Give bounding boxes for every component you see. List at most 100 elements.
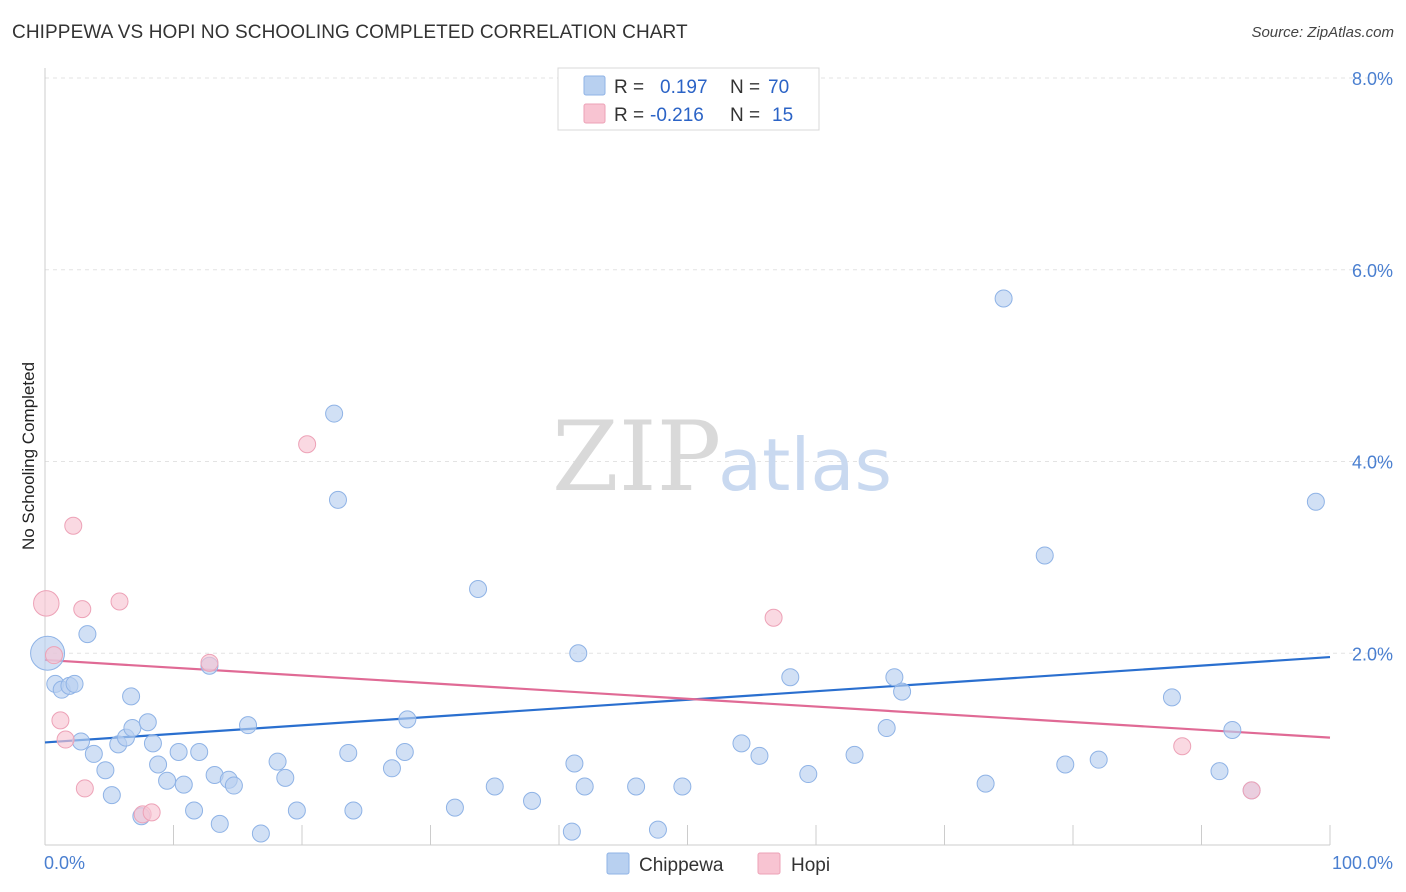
chippewa-r-label: R = xyxy=(614,77,644,98)
legend-swatch-chippewa xyxy=(606,852,630,875)
chippewa-point-69 xyxy=(627,777,646,796)
hopi-point-13 xyxy=(1173,737,1192,756)
chippewa-point-35 xyxy=(339,743,358,762)
series-legend: Chippewa Hopi xyxy=(606,852,830,876)
chippewa-point-32 xyxy=(287,801,306,820)
chippewa-point-8 xyxy=(96,761,115,780)
legend-swatch-hopi xyxy=(757,852,781,875)
hopi-n-value: 15 xyxy=(772,105,793,126)
chippewa-point-31 xyxy=(276,768,295,787)
chippewa-point-53 xyxy=(781,668,800,687)
chippewa-point-25 xyxy=(210,814,229,833)
hopi-point-12 xyxy=(764,608,783,627)
chippewa-n-value: 70 xyxy=(768,77,789,98)
chart-title: CHIPPEWA VS HOPI NO SCHOOLING COMPLETED … xyxy=(12,22,688,43)
watermark-zip: ZIP xyxy=(552,401,721,513)
chippewa-point-18 xyxy=(158,771,177,790)
chippewa-point-12 xyxy=(123,719,142,738)
hopi-trend-line xyxy=(44,658,1331,739)
chippewa-point-55 xyxy=(845,745,864,764)
chippewa-point-62 xyxy=(1056,755,1075,774)
hopi-point-3 xyxy=(56,730,75,749)
legend-label-hopi: Hopi xyxy=(791,855,830,876)
chippewa-point-9 xyxy=(102,786,121,805)
hopi-point-5 xyxy=(73,600,92,619)
chippewa-point-49 xyxy=(673,777,692,796)
hopi-legend-swatch xyxy=(583,103,606,124)
x-tick-label-1: 100.0% xyxy=(1332,853,1393,873)
chippewa-legend-swatch xyxy=(583,75,606,96)
x-tick-labels: 0.0% 100.0% xyxy=(44,853,1393,873)
chippewa-point-56 xyxy=(877,719,896,738)
hopi-point-7 xyxy=(110,592,129,611)
chippewa-point-57 xyxy=(885,668,904,687)
chippewa-point-39 xyxy=(398,710,417,729)
chippewa-point-42 xyxy=(485,777,504,796)
chippewa-point-37 xyxy=(382,759,401,778)
chippewa-point-16 xyxy=(143,734,162,753)
y-tick-labels: 2.0% 4.0% 6.0% 8.0% xyxy=(1352,69,1393,664)
source-credit: Source: ZipAtlas.com xyxy=(1251,24,1394,41)
chippewa-point-27 xyxy=(224,776,243,795)
y-tick-label-3: 8.0% xyxy=(1352,69,1393,89)
chippewa-n-label: N = xyxy=(730,77,760,98)
y-tick-label-1: 4.0% xyxy=(1352,453,1393,473)
watermark-atlas: atlas xyxy=(718,423,892,507)
chippewa-point-59 xyxy=(976,774,995,793)
hopi-point-10 xyxy=(200,653,219,672)
chippewa-point-43 xyxy=(523,791,542,810)
y-tick-label-2: 6.0% xyxy=(1352,261,1393,281)
chippewa-point-65 xyxy=(1210,762,1229,781)
chippewa-point-13 xyxy=(122,687,141,706)
chippewa-point-45 xyxy=(565,754,584,773)
legend-label-chippewa: Chippewa xyxy=(639,855,724,876)
chippewa-point-7 xyxy=(84,744,103,763)
watermark: ZIP atlas xyxy=(552,401,892,513)
y-axis-title: No Schooling Completed xyxy=(19,362,38,550)
hopi-point-0 xyxy=(33,590,60,617)
chippewa-point-29 xyxy=(251,824,270,843)
trend-lines xyxy=(44,655,1331,744)
chippewa-point-4 xyxy=(65,674,84,693)
chippewa-point-66 xyxy=(1223,720,1242,739)
chippewa-point-22 xyxy=(190,743,209,762)
chippewa-point-15 xyxy=(138,713,157,732)
hopi-points xyxy=(33,435,1261,824)
chippewa-point-52 xyxy=(750,746,769,765)
chippewa-point-64 xyxy=(1162,688,1181,707)
chippewa-point-60 xyxy=(994,289,1013,308)
chippewa-point-19 xyxy=(169,743,188,762)
hopi-point-14 xyxy=(1242,781,1261,800)
chippewa-r-value: 0.197 xyxy=(660,77,708,98)
chippewa-point-28 xyxy=(239,716,258,735)
hopi-point-6 xyxy=(75,779,94,798)
hopi-point-9 xyxy=(142,803,161,822)
chippewa-point-36 xyxy=(344,801,363,820)
x-tick-label-0: 0.0% xyxy=(44,853,85,873)
chippewa-point-61 xyxy=(1035,546,1054,565)
chippewa-point-34 xyxy=(328,490,347,509)
chippewa-point-68 xyxy=(1306,492,1325,511)
chippewa-point-41 xyxy=(469,580,488,599)
hopi-point-11 xyxy=(298,435,317,454)
chippewa-point-5 xyxy=(71,732,90,751)
chippewa-point-58 xyxy=(893,682,912,701)
hopi-point-2 xyxy=(51,711,70,730)
chippewa-point-63 xyxy=(1089,750,1108,769)
hopi-point-1 xyxy=(44,646,63,665)
hopi-r-value: -0.216 xyxy=(650,105,704,126)
chippewa-point-40 xyxy=(445,798,464,817)
chippewa-point-46 xyxy=(569,644,588,663)
stats-legend: R = 0.197 N = 70 R = -0.216 N = 15 xyxy=(557,67,820,131)
hopi-point-4 xyxy=(64,516,83,535)
chippewa-point-30 xyxy=(268,752,287,771)
hopi-r-label: R = xyxy=(614,105,644,126)
chippewa-point-54 xyxy=(799,765,818,784)
hopi-n-label: N = xyxy=(730,105,760,126)
chippewa-point-48 xyxy=(648,820,667,839)
y-tick-label-0: 2.0% xyxy=(1352,644,1393,664)
chippewa-point-47 xyxy=(575,777,594,796)
gridlines xyxy=(45,77,1392,654)
axes xyxy=(44,68,1331,846)
